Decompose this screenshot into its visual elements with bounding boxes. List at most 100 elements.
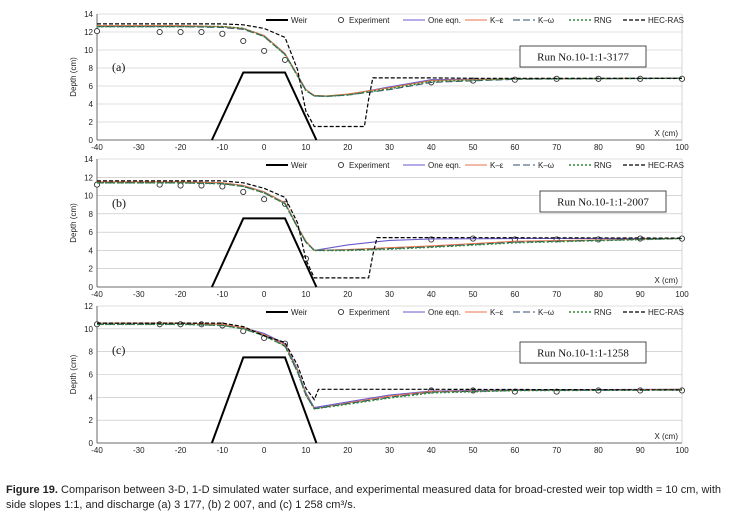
x-tick-label: 20 [343, 290, 352, 299]
x-tick-label: 10 [301, 290, 310, 299]
legend-label: Weir [291, 161, 308, 170]
x-tick-label: 100 [675, 446, 689, 455]
experiment-point [261, 47, 268, 54]
legend-item: K–ε [465, 308, 504, 317]
legend-item: K–ε [465, 16, 504, 25]
y-tick-label: 12 [84, 28, 93, 37]
chart-panel-1: 0 2 4 6 8 10 12 14 -40 -30 -20 -10 0 10 20 30 40 50 60 70 80… [69, 10, 689, 152]
legend-label: One eqn. [428, 16, 461, 25]
y-tick-label: 6 [89, 82, 94, 91]
x-tick-label: 100 [675, 143, 689, 152]
x-tick-label: 40 [427, 290, 436, 299]
x-tick-label: 60 [510, 290, 519, 299]
legend-label: RNG [594, 16, 612, 25]
panel-label: (c) [112, 343, 125, 357]
y-tick-label: 10 [84, 192, 93, 201]
panel-label: (a) [112, 60, 125, 74]
legend-marker [337, 308, 345, 316]
y-tick-label: 4 [89, 100, 94, 109]
legend-item: One eqn. [403, 161, 461, 170]
legend-item: K–ε [465, 161, 504, 170]
legend-label: One eqn. [428, 161, 461, 170]
legend-item: HEC-RAS [623, 161, 684, 170]
legend-item: HEC-RAS [623, 308, 684, 317]
x-tick-label: 10 [301, 143, 310, 152]
x-tick-label: 90 [636, 143, 645, 152]
legend-label: HEC-RAS [648, 16, 684, 25]
run-label-box [519, 45, 647, 68]
x-tick-label: 20 [343, 143, 352, 152]
x-tick-label: -20 [175, 446, 187, 455]
legend-item: Experiment [337, 308, 390, 317]
caption-label: Figure 19. [6, 484, 58, 496]
legend-label: One eqn. [428, 308, 461, 317]
series-one-eqn--line [97, 322, 683, 409]
x-tick-label: 80 [594, 143, 603, 152]
experiment-point [93, 28, 101, 35]
x-tick-label: 50 [469, 143, 478, 152]
y-tick-label: 8 [89, 210, 94, 219]
y-tick-label: 4 [89, 393, 94, 402]
run-label: Run No.10-1:1-2007 [557, 197, 649, 209]
figure-caption: Figure 19. Comparison between 3-D, 1-D s… [6, 483, 742, 513]
panel-label: (b) [112, 196, 126, 210]
legend-label: K–ε [490, 16, 504, 25]
x-tick-label: -30 [133, 446, 145, 455]
x-tick-label: 40 [427, 446, 436, 455]
legend-item: Weir [266, 161, 308, 170]
series-k--line [97, 322, 683, 410]
x-tick-label: -20 [175, 143, 187, 152]
legend-label: K–ω [538, 161, 554, 170]
y-tick-label: 2 [89, 416, 94, 425]
x-tick-label: -30 [133, 143, 145, 152]
legend-item: K–ω [513, 308, 554, 317]
x-tick-label: 30 [385, 446, 394, 455]
x-tick-label: 60 [510, 143, 519, 152]
legend-item: One eqn. [403, 308, 461, 317]
legend-label: K–ω [538, 16, 554, 25]
run-label-box [519, 341, 647, 364]
legend-label: Weir [291, 308, 308, 317]
series-rng-line [97, 182, 683, 252]
x-tick-label: 90 [636, 290, 645, 299]
experiment-point [177, 28, 184, 36]
y-tick-label: 10 [84, 325, 93, 334]
x-tick-label: 70 [552, 290, 561, 299]
y-tick-label: 8 [89, 64, 94, 73]
series-hec-ras-line [97, 23, 682, 128]
x-tick-label: 50 [469, 446, 478, 455]
legend-label: Experiment [349, 308, 390, 317]
legend-marker [337, 161, 345, 169]
y-axis-label: Depth (cm) [69, 354, 78, 394]
legend-label: RNG [594, 161, 612, 170]
series-weir-line [210, 217, 318, 288]
legend-item: RNG [569, 308, 612, 317]
x-tick-label: 30 [385, 290, 394, 299]
chart-panel-2: 0 2 4 6 8 10 12 14 -40 -30 -20 -10 0 10 20 30 40 50 60 70 80… [69, 155, 689, 299]
y-tick-label: 12 [84, 173, 93, 182]
x-axis-label: X (cm) [654, 276, 678, 285]
series-weir-line [210, 356, 318, 444]
experiment-point [219, 183, 226, 190]
series-rng-line [97, 323, 683, 410]
legend-item: One eqn. [403, 16, 461, 25]
x-tick-label: -10 [217, 290, 229, 299]
series-hec-ras-line [97, 180, 683, 279]
y-tick-label: 2 [89, 265, 94, 274]
run-label: Run No.10-1:1-3177 [537, 52, 629, 64]
y-tick-label: 14 [84, 10, 93, 19]
chart-panel-3: 0 2 4 6 8 10 12 -40 -30 -20 -10 0 10 20 30 40 50 60 70 80 90… [69, 302, 689, 455]
legend-marker [337, 16, 345, 24]
x-tick-label: 80 [594, 446, 603, 455]
y-tick-label: 4 [89, 246, 94, 255]
legend-item: K–ω [513, 161, 554, 170]
y-axis-label: Depth (cm) [69, 57, 78, 97]
legend-item: Weir [266, 16, 308, 25]
legend-label: K–ε [490, 161, 504, 170]
experiment-point [261, 196, 268, 203]
experiment-point [177, 182, 184, 189]
y-tick-label: 0 [89, 136, 94, 145]
x-tick-label: 70 [552, 143, 561, 152]
x-tick-label: -40 [91, 143, 103, 152]
